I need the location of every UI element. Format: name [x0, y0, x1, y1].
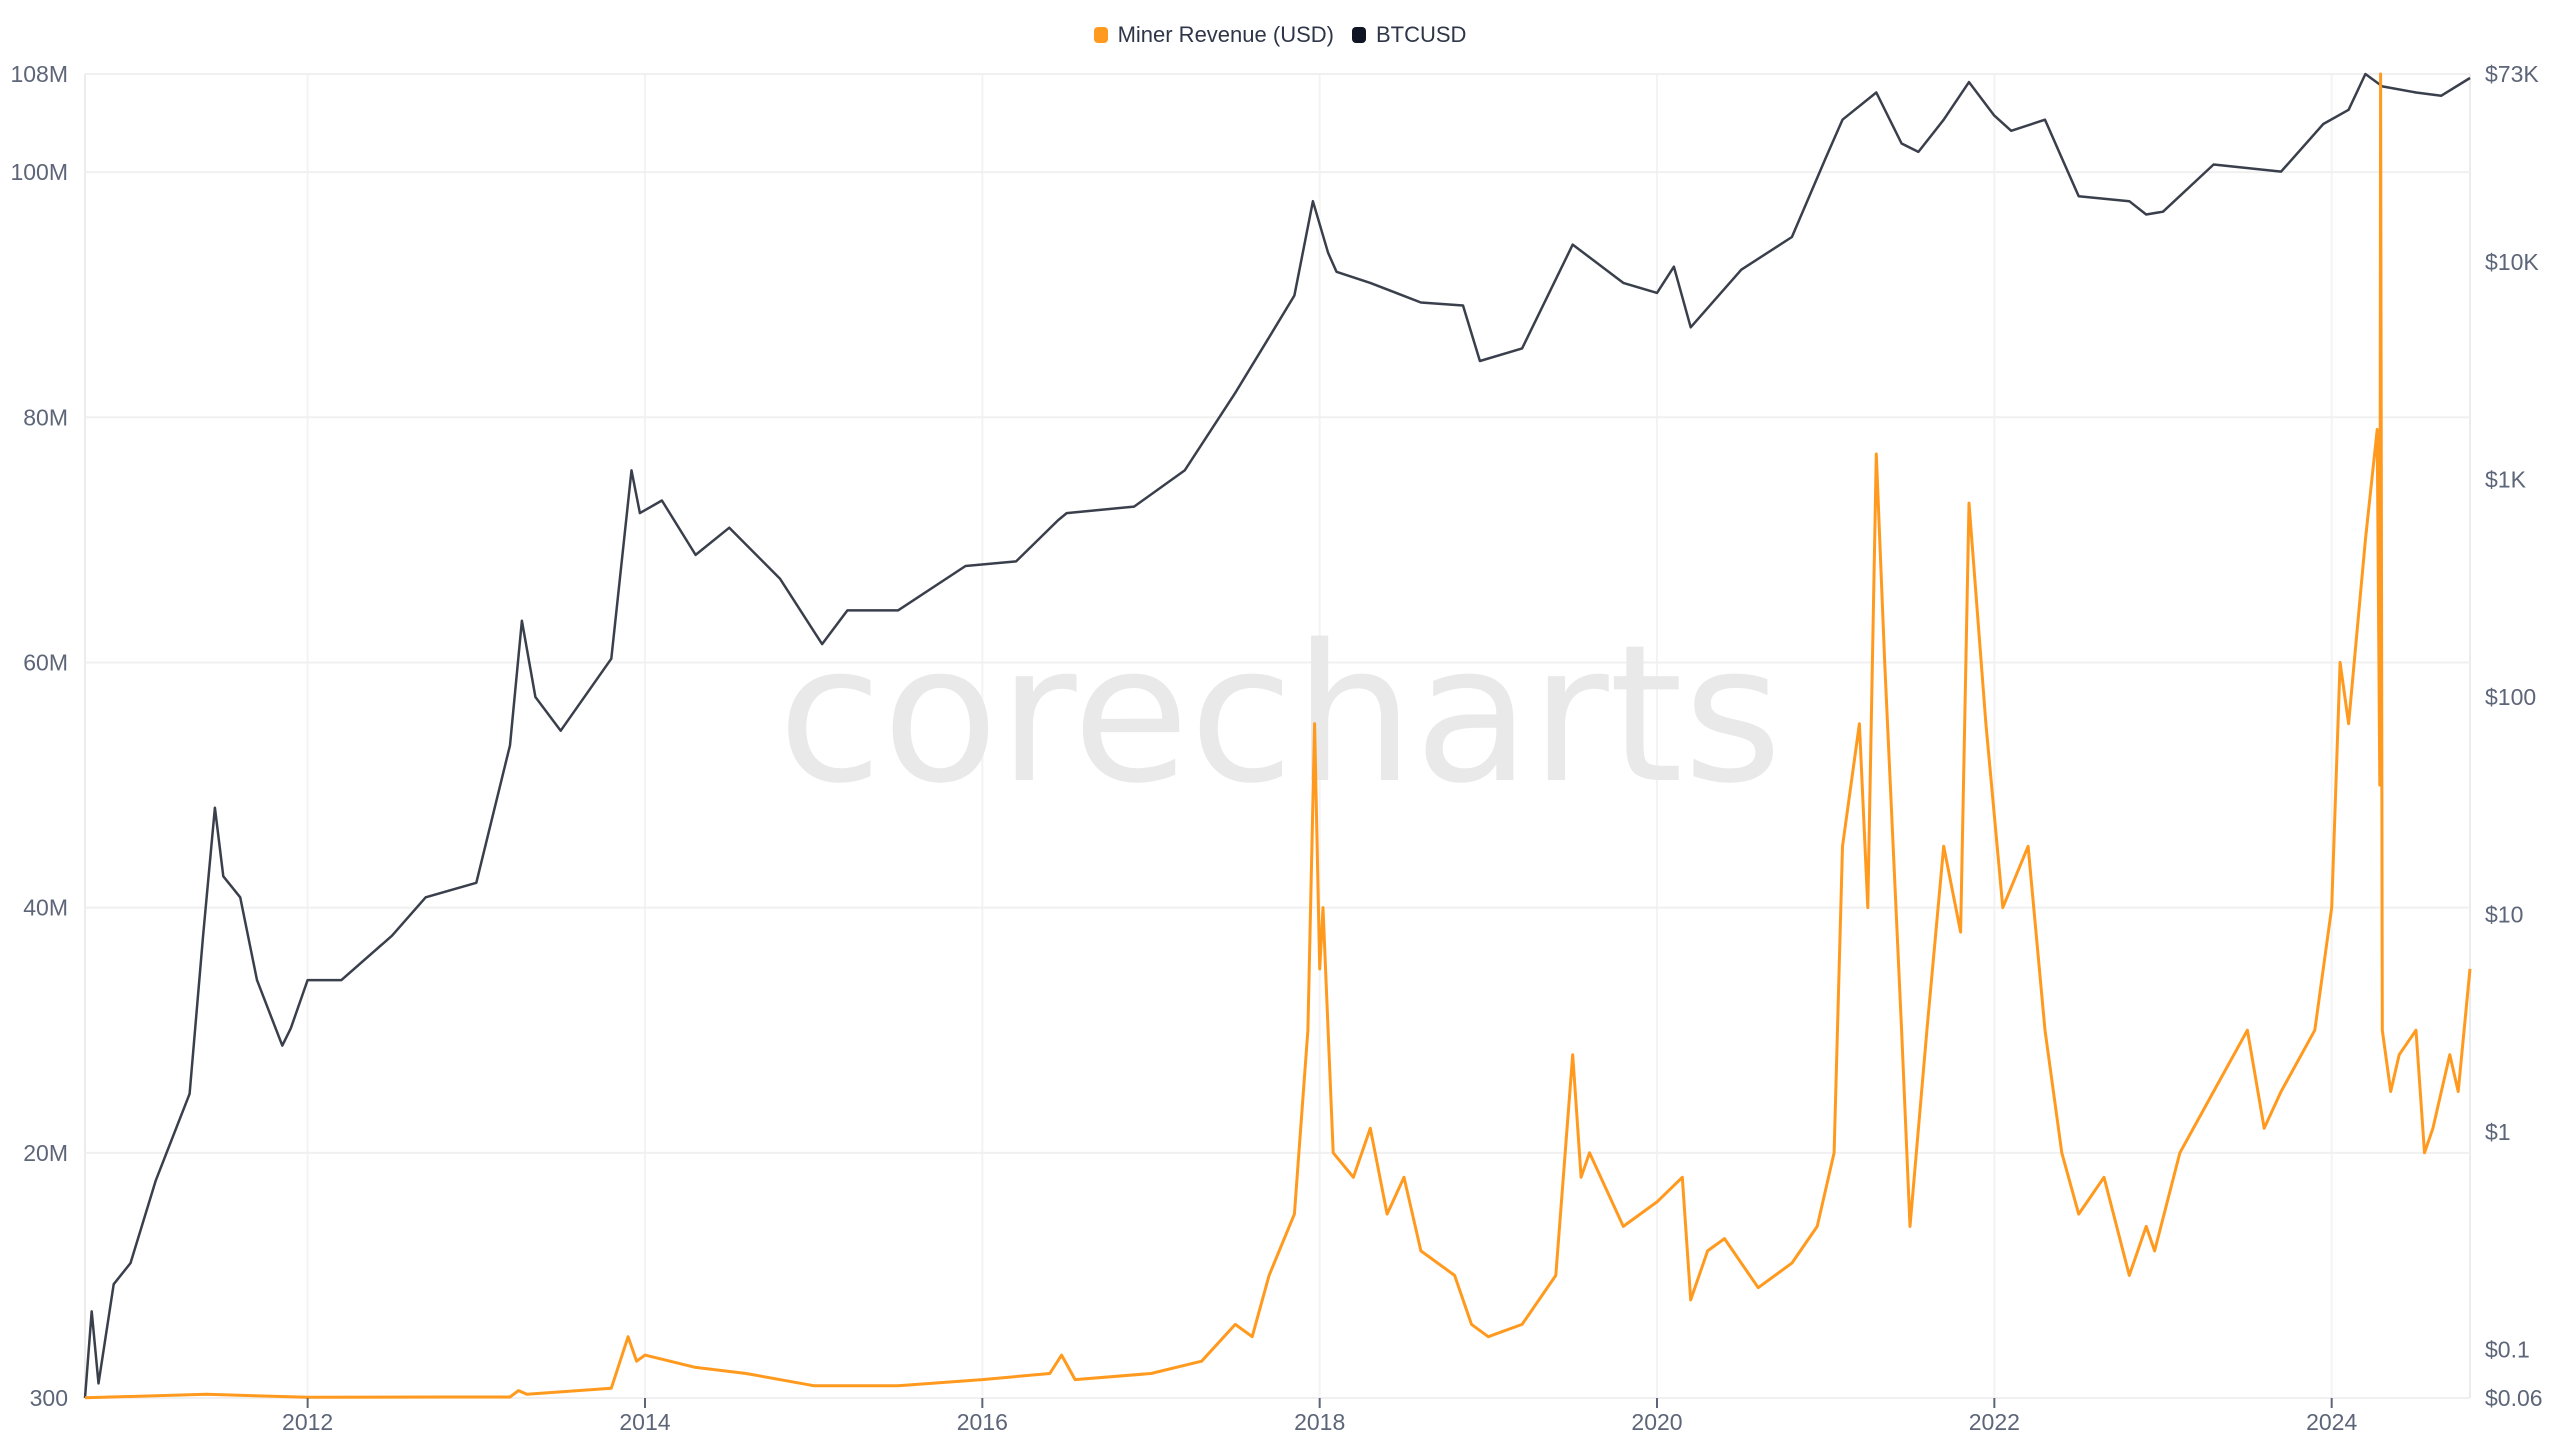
legend-swatch-miner-revenue	[1093, 27, 1108, 43]
y-left-tick-label: 60M	[23, 649, 68, 675]
series-layer	[83, 72, 2472, 1400]
y-left-tick-label: 100M	[10, 159, 68, 185]
legend-item-btcusd[interactable]: BTCUSD	[1351, 22, 1467, 48]
series-line-miner-revenue	[84, 72, 2472, 1400]
axis-ticks: 2012 2014 2016 2018 2020 2022 2024 300 20M 40M 60M…	[10, 61, 2542, 1435]
y-left-tick-label: 40M	[23, 895, 68, 921]
legend-item-miner-revenue[interactable]: Miner Revenue (USD)	[1093, 22, 1334, 48]
x-tick-label: 2016	[957, 1409, 1008, 1435]
series-line-btcusd	[83, 72, 2471, 1399]
y-right-tick-label: $1K	[2485, 466, 2527, 492]
x-tick-label: 2012	[282, 1409, 333, 1435]
y-right-tick-label: $0.1	[2485, 1337, 2530, 1363]
watermark: corecharts	[778, 604, 1782, 825]
y-left-tick-label: 80M	[23, 404, 68, 430]
x-tick-label: 2024	[2306, 1409, 2357, 1435]
x-tick-label: 2014	[619, 1409, 670, 1435]
x-tick-label: 2022	[1969, 1409, 2020, 1435]
legend-label-miner-revenue: Miner Revenue (USD)	[1117, 22, 1334, 47]
legend: Miner Revenue (USD) BTCUSD	[0, 22, 2560, 48]
y-left-tick-label: 108M	[10, 61, 68, 87]
y-right-tick-label: $73K	[2485, 61, 2539, 87]
y-left-tick-label: 300	[30, 1385, 68, 1411]
y-right-tick-label: $0.06	[2485, 1385, 2543, 1411]
legend-swatch-btcusd	[1351, 27, 1366, 43]
x-tick-label: 2018	[1294, 1409, 1345, 1435]
legend-label-btcusd: BTCUSD	[1375, 22, 1467, 47]
y-right-tick-label: $10	[2485, 902, 2523, 928]
y-right-tick-label: $100	[2485, 684, 2536, 710]
y-right-tick-label: $10K	[2485, 249, 2539, 275]
y-left-tick-label: 20M	[23, 1140, 68, 1166]
y-right-tick-label: $1	[2485, 1119, 2511, 1145]
x-tick-label: 2020	[1631, 1409, 1682, 1435]
